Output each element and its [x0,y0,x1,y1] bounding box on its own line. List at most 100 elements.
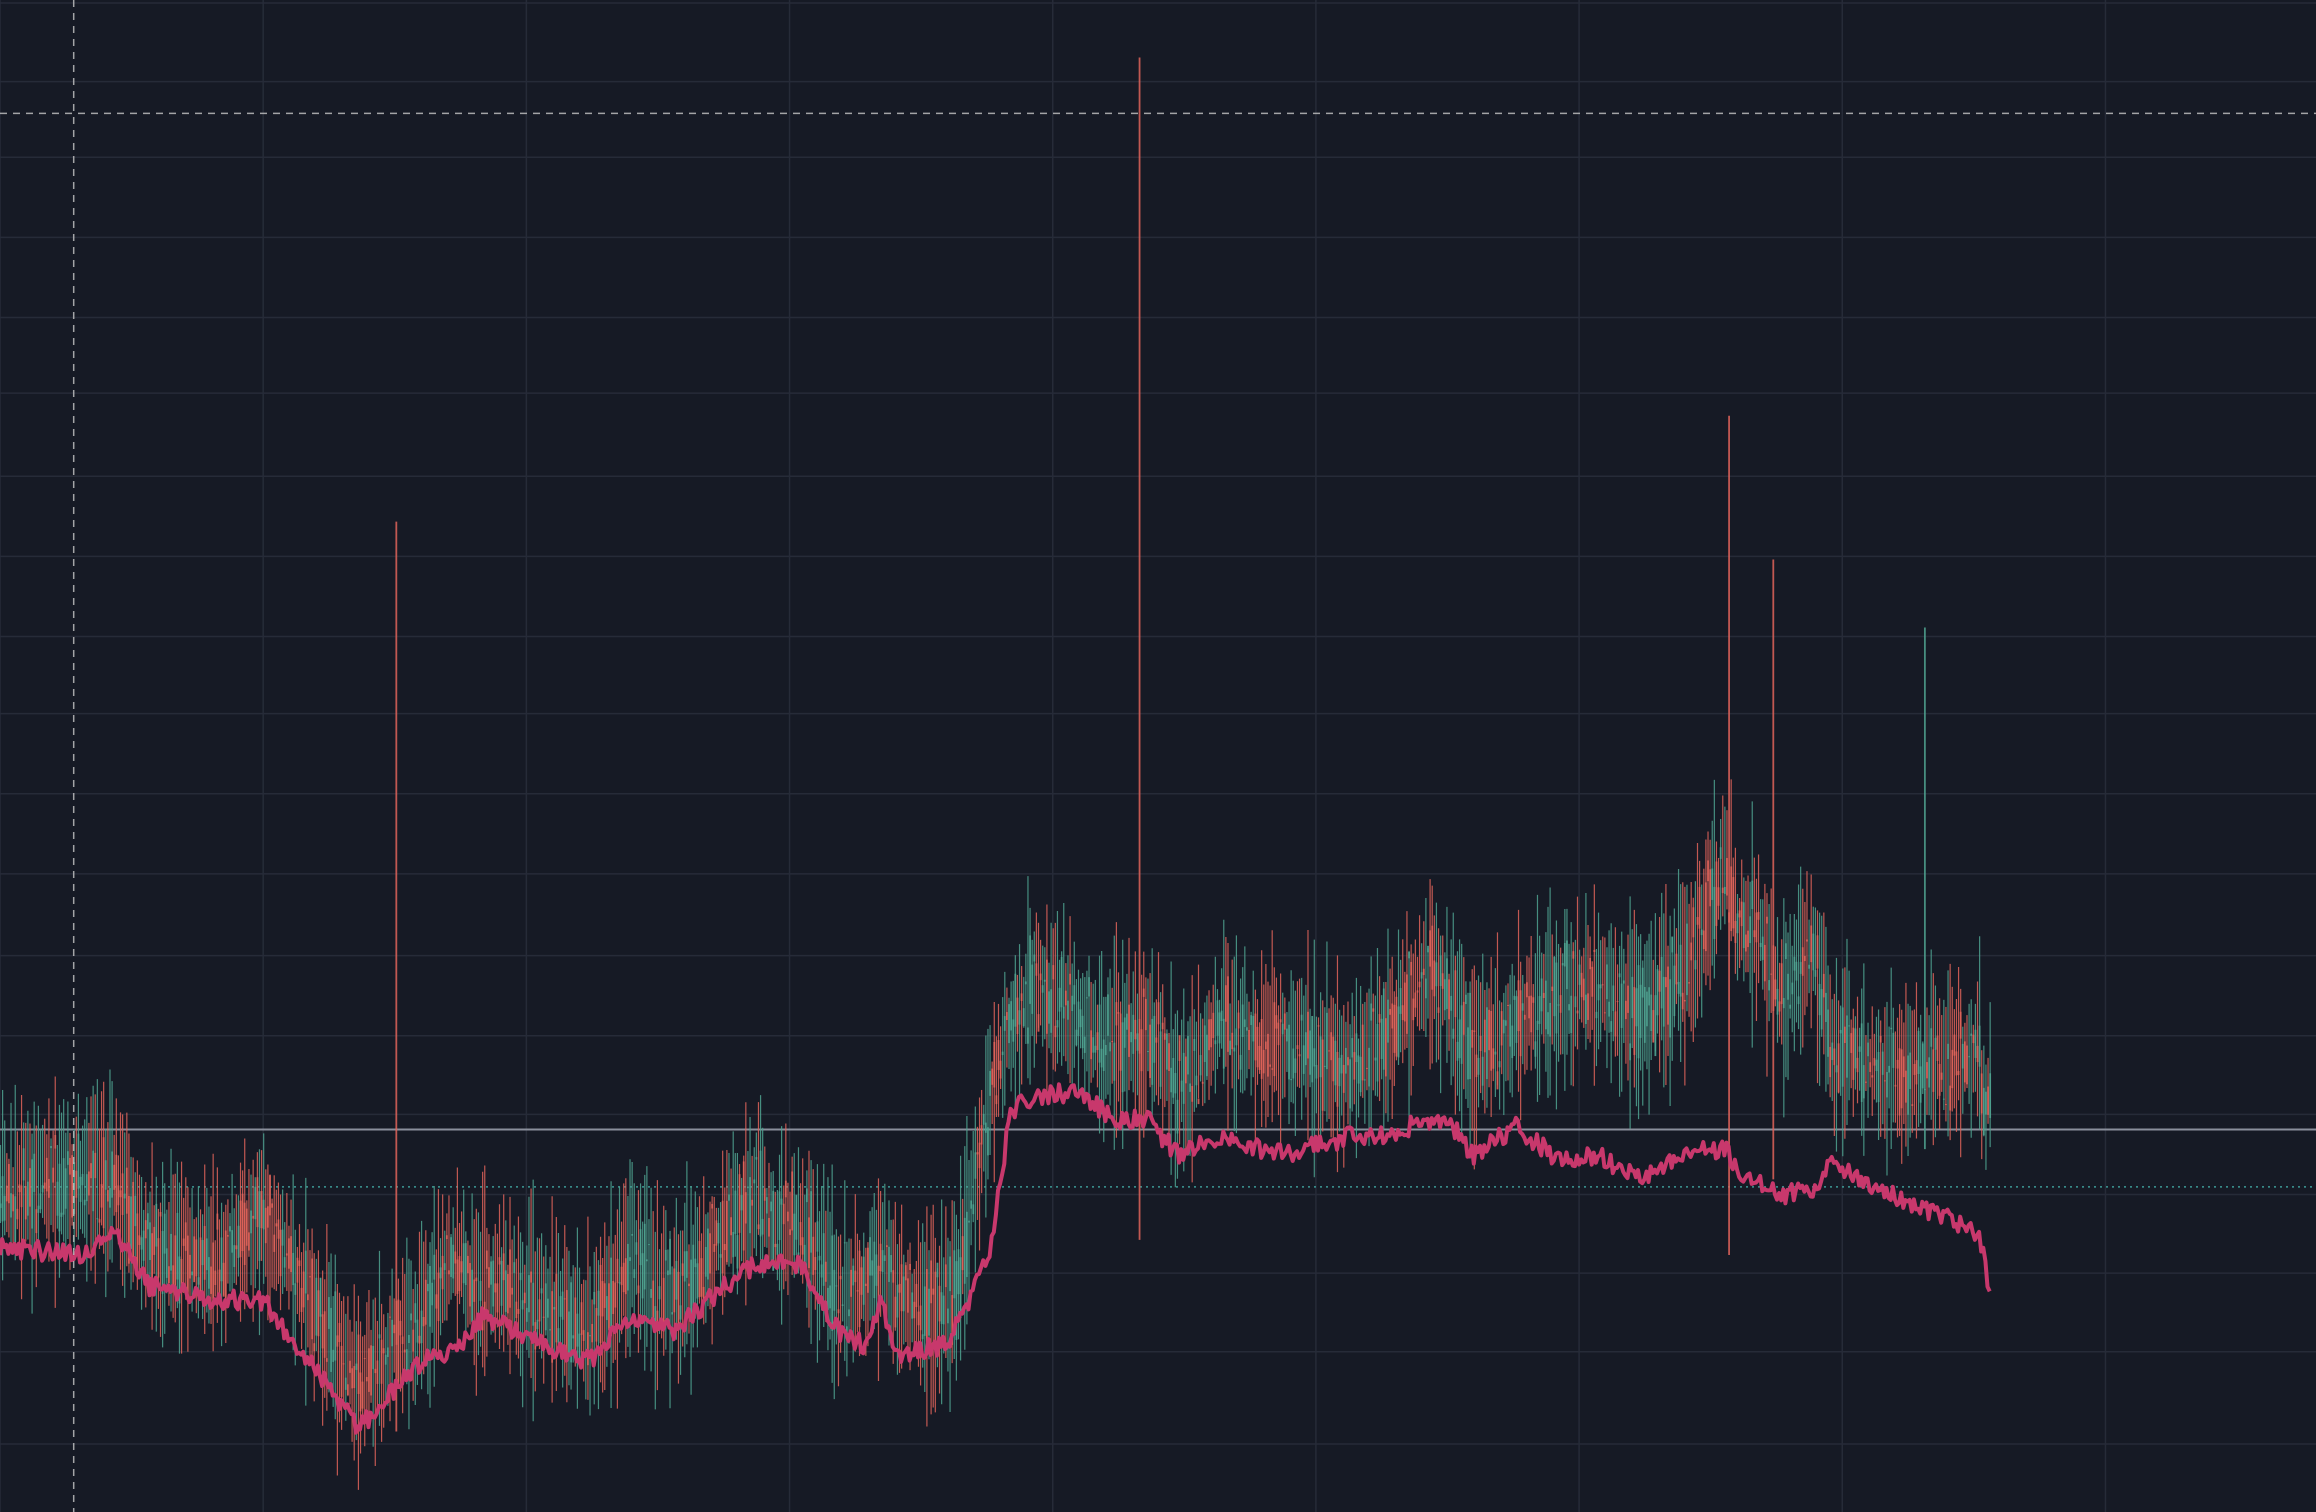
candle-body [932,1288,935,1295]
candle-body [715,1220,718,1246]
candle-body [502,1253,505,1281]
candle-body [26,1181,29,1216]
candle-body [168,1266,170,1284]
candle-body [104,1160,107,1190]
candle-body [435,1294,438,1309]
candle-body [1311,1015,1314,1083]
candle-body [1665,977,1667,988]
candle-body [1542,992,1545,998]
candle-body [1454,970,1457,1018]
candle-body [755,1157,758,1160]
candle-body [1239,1054,1242,1070]
candle-body [1033,954,1036,962]
candle-body [290,1236,292,1273]
candle-body [1075,1029,1078,1046]
candle-body [1326,1012,1328,1070]
candle-body [1016,997,1019,1035]
candle-body [1029,935,1031,1004]
candle-body [1820,989,1823,1030]
candle-body [1452,1028,1455,1039]
candle-body [1595,1011,1598,1019]
candle-body [374,1368,377,1374]
candle-body [199,1237,202,1299]
candle-body [424,1279,427,1325]
candle-body [1479,1036,1482,1051]
candle-body [1450,995,1453,1011]
candle-body [138,1235,141,1245]
candle-body [711,1203,714,1209]
candle-body [1789,1004,1792,1009]
candle-body [178,1256,181,1304]
candle-body [1713,886,1716,940]
candle-body [1496,1071,1499,1090]
candle-body [1203,1025,1206,1063]
candle-body [144,1220,147,1239]
candle-body [1576,1010,1579,1014]
candle-body [357,1334,360,1394]
candle-body [879,1243,882,1272]
candle-body [90,1163,92,1179]
candle-body [856,1290,859,1292]
candle-body [1530,995,1533,1033]
candle-body [1549,1002,1552,1037]
candle-body [677,1271,680,1324]
candle-body [1698,886,1701,929]
candle-body [443,1263,446,1271]
candle-body [1464,994,1467,1005]
candle-body [968,1220,970,1223]
candle-body [1248,1029,1250,1051]
candle-body [538,1299,541,1322]
candle-body [1599,984,1602,989]
candle-body [1620,983,1623,1028]
candle-body [997,1040,1000,1070]
candle-body [987,1127,989,1156]
candle-body [1610,1021,1613,1032]
candle-body [1846,1015,1848,1078]
candle-body [182,1238,185,1246]
candle-body [1705,882,1707,952]
candle-body [1593,949,1596,953]
candle-body [1227,976,1229,1052]
candle-body [1669,979,1672,1038]
candle-body [1833,1048,1836,1066]
candle-body [1763,944,1766,982]
candle-body [1018,1010,1021,1025]
candle-body [355,1363,358,1370]
candle-body [713,1244,716,1252]
candle-body [875,1254,878,1286]
candle-body [1791,982,1794,995]
candle-body [1793,956,1796,971]
candle-body [151,1233,153,1278]
candle-body [102,1137,105,1229]
candle-body [1795,961,1798,981]
candle-body [671,1312,674,1315]
candle-body [1235,1028,1238,1046]
candle-body [1260,1018,1263,1079]
candle-body [1700,929,1703,936]
candle-body [515,1301,518,1319]
candle-body [328,1297,330,1329]
candle-body [1290,1079,1293,1081]
candle-body [513,1262,516,1273]
candle-body [1323,1065,1326,1067]
candle-body [1837,1043,1840,1093]
candle-body [1892,1032,1895,1068]
candle-body [481,1316,484,1331]
candle-body [654,1306,657,1322]
candle-body [1147,1051,1149,1053]
candle-body [5,1185,8,1202]
candle-body [915,1283,918,1308]
candle-body [1681,992,1684,1010]
candle-body [1471,1029,1474,1048]
candle-body [1875,1059,1878,1072]
candle-body [448,1270,450,1275]
candle-body [593,1291,596,1305]
candle-body [1900,1049,1903,1109]
candle-body [1456,1041,1459,1061]
candle-body [1563,943,1566,967]
candle-body [302,1271,305,1308]
candle-body [1719,847,1722,859]
candle-body [372,1345,375,1370]
